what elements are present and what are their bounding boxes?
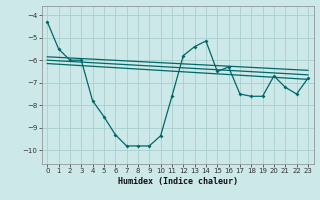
X-axis label: Humidex (Indice chaleur): Humidex (Indice chaleur)	[118, 177, 237, 186]
